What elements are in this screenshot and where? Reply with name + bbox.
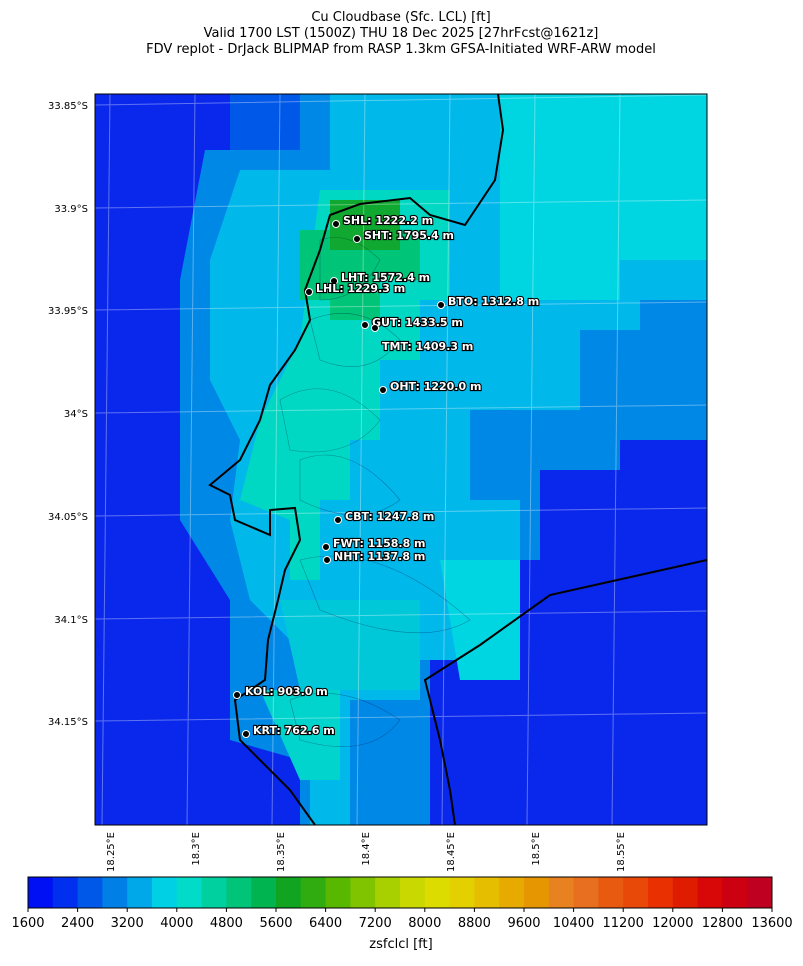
station-label: LHL: 1229.3 m [316, 282, 405, 295]
lon-label: 18.3°E [191, 832, 202, 866]
colorbar-tick-label: 10400 [553, 916, 594, 931]
station-label: CBT: 1247.8 m [345, 510, 434, 523]
colorbar-bin [28, 877, 54, 908]
station-label: OHT: 1220.0 m [390, 380, 481, 393]
lon-label: 18.5°E [531, 832, 542, 866]
colorbar-tick-label: 9600 [507, 916, 540, 931]
colorbar-tick-label: 12000 [652, 916, 693, 931]
colorbar-tick-label: 3200 [111, 916, 144, 931]
colorbar-label: zsfclcl [ft] [369, 937, 432, 952]
station-marker [379, 386, 387, 394]
station-marker [322, 543, 330, 551]
colorbar-bin [474, 877, 500, 908]
station-label: FWT: 1158.8 m [333, 537, 426, 550]
colorbar-tick-label: 8000 [408, 916, 441, 931]
terrain-contours [279, 237, 471, 747]
lat-label: 33.85°S [48, 101, 88, 112]
colorbar-bin [77, 877, 103, 908]
colorbar-bin [449, 877, 475, 908]
lon-label: 18.55°E [616, 832, 627, 872]
colorbar-bin [623, 877, 649, 908]
colorbar-bin [152, 877, 178, 908]
colorbar-bin [52, 877, 79, 908]
colorbar-tick-label: 2400 [61, 916, 94, 931]
station-marker [330, 277, 338, 285]
station-label: SHT: 1795.4 m [364, 229, 454, 242]
colorbar-tick-label: 13600 [751, 916, 792, 931]
colorbar-bin [400, 877, 426, 908]
colorbar-bin [573, 877, 599, 908]
colorbar-bin [375, 877, 401, 908]
station-label: NHT: 1137.8 m [334, 550, 425, 563]
lat-label: 33.95°S [48, 306, 88, 317]
colorbar-tick-label: 12800 [702, 916, 743, 931]
lon-label: 18.35°E [276, 832, 287, 872]
station-marker [361, 321, 369, 329]
colorbar-tick-label: 6400 [309, 916, 342, 931]
station-marker [437, 301, 445, 309]
map-frame [94, 93, 708, 826]
colorbar-bin [176, 877, 203, 908]
lat-label: 34.1°S [54, 615, 88, 626]
station-marker [371, 324, 379, 332]
colorbar-bin [548, 877, 575, 908]
title-line: FDV replot - DrJack BLIPMAP from RASP 1.… [146, 42, 656, 57]
colorbar-frame [27, 876, 773, 909]
colorbar-tick-label: 7200 [359, 916, 392, 931]
colorbar-bin [648, 877, 674, 908]
lat-label: 34°S [64, 409, 88, 420]
colorbar-bin [598, 877, 624, 908]
colorbar-tick-label: 4800 [210, 916, 243, 931]
station-label: GUT: 1433.5 m [372, 316, 463, 329]
station-label: SHL: 1222.2 m [343, 214, 433, 227]
colorbar-tick-label: 11200 [603, 916, 644, 931]
colorbar-bin [325, 877, 351, 908]
colorbar-bin [524, 877, 550, 908]
station-label: TMT: 1409.3 m [382, 340, 473, 353]
colorbar-bin [127, 877, 153, 908]
colorbar-bin [722, 877, 748, 908]
colorbar-tick-label: 5600 [259, 916, 292, 931]
colorbar-bin [424, 877, 451, 908]
station-label: LHT: 1572.4 m [341, 271, 430, 284]
lon-label: 18.4°E [361, 832, 372, 866]
colorbar-bin [251, 877, 277, 908]
lat-label: 34.05°S [48, 512, 88, 523]
colorbar-bin [672, 877, 699, 908]
colorbar-bin [350, 877, 376, 908]
title: Cu Cloudbase (Sfc. LCL) [ft] Valid 1700 … [146, 10, 656, 57]
colorbar-bin [102, 877, 128, 908]
colorbar-tick-label: 4000 [160, 916, 193, 931]
station-label: KOL: 903.0 m [245, 685, 328, 698]
colorbar-bin [697, 877, 723, 908]
colorbar-bin [226, 877, 252, 908]
station-marker [233, 691, 241, 699]
title-line: Cu Cloudbase (Sfc. LCL) [ft] [311, 10, 490, 25]
lon-label: 18.45°E [446, 832, 457, 872]
map-field [95, 94, 707, 825]
lon-label: 18.25°E [106, 832, 117, 872]
colorbar-bin [300, 877, 327, 908]
station-marker [242, 730, 250, 738]
colorbar-bin [499, 877, 525, 908]
station-marker [305, 288, 313, 296]
title-line: Valid 1700 LST (1500Z) THU 18 Dec 2025 [… [204, 26, 599, 41]
station-marker [332, 220, 340, 228]
station-marker [334, 516, 342, 524]
lat-label: 34.15°S [48, 717, 88, 728]
station-marker [353, 235, 361, 243]
station-label: KRT: 762.6 m [253, 724, 335, 737]
graticule [95, 94, 707, 825]
colorbar-bin [201, 877, 227, 908]
station-label: BTO: 1312.8 m [448, 295, 539, 308]
colorbar-tick-label: 1600 [11, 916, 44, 931]
colorbar-bin [747, 877, 773, 908]
coastline [208, 94, 707, 825]
station-marker [323, 556, 331, 564]
lat-label: 33.9°S [54, 204, 88, 215]
colorbar-bin [276, 877, 302, 908]
colorbar-tick-label: 8800 [458, 916, 491, 931]
